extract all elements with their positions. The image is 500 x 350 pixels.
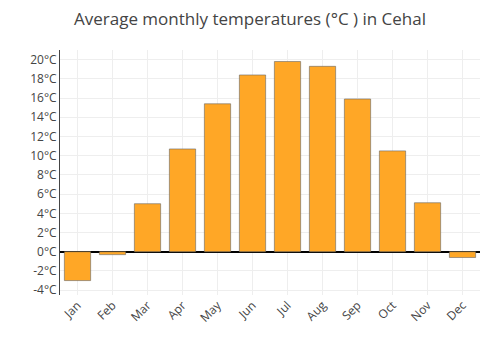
svg-text:2°C: 2°C [37, 224, 57, 241]
svg-text:18°C: 18°C [30, 70, 57, 87]
svg-text:Jun: Jun [234, 297, 259, 322]
svg-text:Dec: Dec [443, 297, 470, 324]
svg-text:May: May [196, 296, 225, 325]
svg-text:0°C: 0°C [37, 243, 57, 260]
svg-text:12°C: 12°C [30, 128, 57, 145]
svg-text:-2°C: -2°C [33, 262, 57, 279]
svg-text:Jul: Jul [272, 297, 294, 319]
svg-text:Oct: Oct [374, 297, 400, 323]
svg-text:10°C: 10°C [30, 147, 57, 164]
svg-text:16°C: 16°C [30, 89, 57, 106]
svg-text:Jan: Jan [60, 297, 85, 322]
svg-text:-4°C: -4°C [33, 281, 57, 298]
svg-text:4°C: 4°C [37, 205, 57, 222]
svg-text:14°C: 14°C [30, 108, 57, 125]
svg-text:Feb: Feb [93, 297, 119, 323]
svg-text:20°C: 20°C [30, 51, 57, 68]
svg-text:Nov: Nov [407, 297, 435, 325]
svg-text:6°C: 6°C [37, 185, 57, 202]
svg-text:Average monthly temperatures (: Average monthly temperatures (°C ) in Ce… [74, 7, 426, 30]
svg-text:Apr: Apr [164, 297, 190, 323]
svg-text:8°C: 8°C [37, 166, 57, 183]
svg-text:Mar: Mar [127, 297, 155, 325]
svg-text:Sep: Sep [338, 297, 365, 324]
svg-text:Aug: Aug [302, 297, 330, 325]
